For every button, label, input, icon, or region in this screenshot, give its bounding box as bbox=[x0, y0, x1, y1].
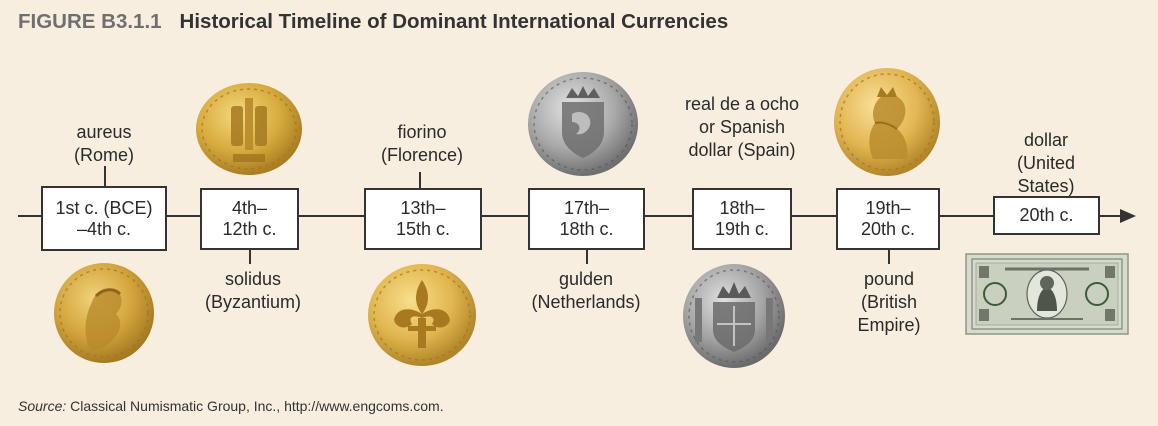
period-box-7: 20th c. bbox=[993, 196, 1100, 235]
dollar-banknote-image bbox=[965, 253, 1129, 335]
figure-label: FIGURE B3.1.1 bbox=[18, 10, 162, 33]
connector-tick bbox=[586, 250, 588, 264]
aureus-coin-image bbox=[54, 263, 154, 363]
gulden-coin-image bbox=[528, 72, 638, 176]
currency-label-real-de-a-ocho: real de a ocho or Spanish dollar (Spain) bbox=[684, 94, 800, 160]
currency-label-aureus: aureus (Rome) bbox=[73, 122, 135, 165]
currency-label-dollar: dollar (United States) bbox=[1016, 130, 1076, 196]
period-box-6: 19th– 20th c. bbox=[836, 188, 940, 250]
fiorino-coin-image bbox=[368, 264, 476, 366]
period-box-4: 17th– 18th c. bbox=[528, 188, 645, 250]
source-text: Classical Numismatic Group, Inc., http:/… bbox=[70, 398, 444, 414]
source-note: Source: Classical Numismatic Group, Inc.… bbox=[18, 398, 444, 414]
connector-tick bbox=[249, 250, 251, 264]
currency-label-gulden: gulden (Netherlands) bbox=[531, 269, 641, 312]
period-box-1: 1st c. (BCE) –4th c. bbox=[41, 186, 167, 251]
solidus-coin-image bbox=[196, 83, 302, 175]
source-prefix: Source: bbox=[18, 398, 67, 414]
timeline-arrowhead bbox=[1120, 209, 1136, 223]
currency-label-solidus: solidus (Byzantium) bbox=[204, 269, 302, 312]
period-box-3: 13th– 15th c. bbox=[364, 188, 482, 250]
pound-coin-image bbox=[834, 68, 940, 176]
currency-label-fiorino: fiorino (Florence) bbox=[380, 122, 464, 165]
real-de-a-ocho-coin-image bbox=[683, 264, 785, 368]
figure-title: FIGURE B3.1.1 Historical Timeline of Domi… bbox=[18, 10, 728, 34]
connector-tick bbox=[419, 172, 421, 188]
connector-tick bbox=[104, 166, 106, 186]
period-box-5: 18th– 19th c. bbox=[692, 188, 792, 250]
period-box-2: 4th– 12th c. bbox=[200, 188, 299, 250]
connector-tick bbox=[888, 250, 890, 264]
figure-title-text: Historical Timeline of Dominant Internat… bbox=[179, 10, 729, 33]
currency-label-pound: pound (British Empire) bbox=[857, 269, 921, 335]
